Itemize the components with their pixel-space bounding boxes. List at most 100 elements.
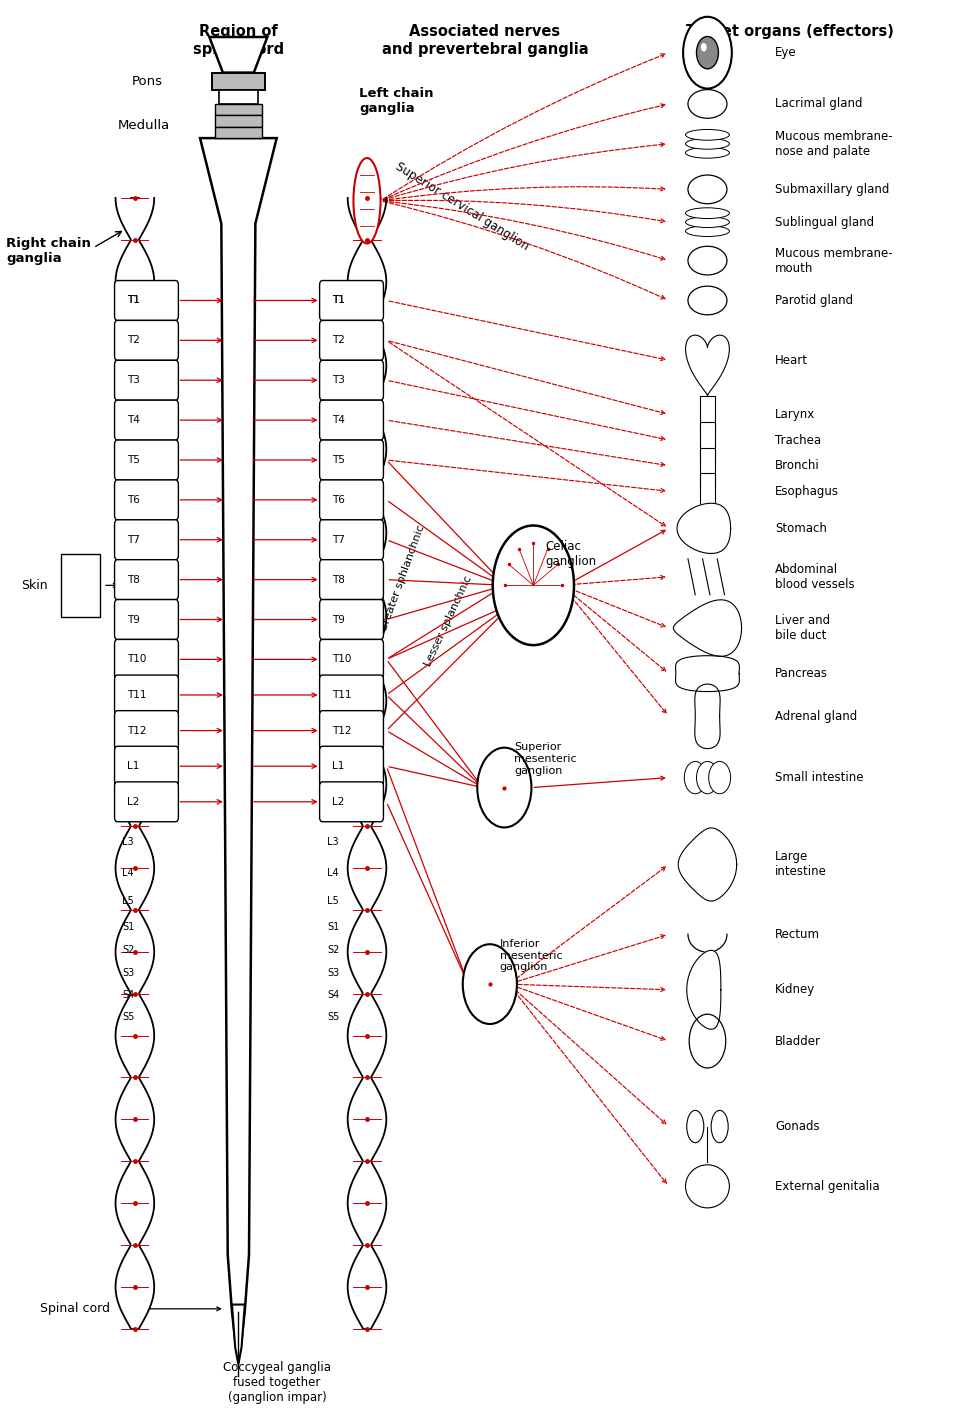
Polygon shape [676,504,730,554]
Text: Coccygeal ganglia
fused together
(ganglion impar): Coccygeal ganglia fused together (gangli… [223,1361,330,1404]
FancyBboxPatch shape [114,400,178,440]
Bar [700,448,714,484]
Text: L1: L1 [331,761,344,771]
Text: Mucous membrane-
nose and palate: Mucous membrane- nose and palate [774,130,891,158]
Text: T8: T8 [331,575,345,585]
Text: T9: T9 [331,615,345,625]
Text: Bronchi: Bronchi [774,459,819,472]
Text: T1: T1 [331,295,345,305]
Text: Left chain
ganglia: Left chain ganglia [359,87,433,116]
Ellipse shape [685,130,729,140]
Polygon shape [211,73,265,90]
Ellipse shape [687,176,726,204]
Text: Liver and
bile duct: Liver and bile duct [774,614,829,642]
Text: Heart: Heart [774,354,807,367]
Text: Submaxillary gland: Submaxillary gland [774,183,889,195]
Ellipse shape [685,147,729,158]
Text: S1: S1 [122,922,135,932]
Text: L1: L1 [127,761,140,771]
Text: S3: S3 [327,968,339,977]
Polygon shape [232,1304,244,1364]
Text: S3: S3 [122,968,135,977]
Ellipse shape [353,158,380,244]
Text: S1: S1 [327,922,339,932]
Text: Superior cervical ganglion: Superior cervical ganglion [392,160,531,253]
Text: S4: S4 [122,990,135,1000]
Text: S5: S5 [327,1012,339,1022]
Text: Large
intestine: Large intestine [774,850,827,879]
Ellipse shape [710,1110,728,1143]
Text: External genitalia: External genitalia [774,1180,879,1193]
Circle shape [477,748,531,828]
Ellipse shape [685,138,729,150]
FancyBboxPatch shape [319,782,383,822]
Text: T3: T3 [127,375,140,385]
FancyBboxPatch shape [319,639,383,679]
Bar [700,422,714,458]
Text: T4: T4 [127,415,140,425]
Polygon shape [215,127,262,138]
Text: T5: T5 [127,455,140,465]
Text: Target organs (effectors): Target organs (effectors) [685,24,892,39]
Polygon shape [215,116,262,127]
Text: T8: T8 [127,575,140,585]
Text: Rectum: Rectum [774,928,820,940]
Text: Greater sphlanchnic: Greater sphlanchnic [379,524,426,634]
Text: L2: L2 [331,796,344,806]
Text: T6: T6 [127,495,140,505]
Text: Stomach: Stomach [774,522,827,535]
Polygon shape [215,104,262,116]
Text: Inferior
mesenteric
ganglion: Inferior mesenteric ganglion [499,939,562,972]
FancyBboxPatch shape [319,321,383,360]
Text: S5: S5 [122,1012,135,1022]
Text: T12: T12 [331,725,352,735]
Text: S4: S4 [327,990,339,1000]
Text: T7: T7 [331,535,345,545]
FancyBboxPatch shape [114,599,178,639]
Polygon shape [209,37,267,73]
Text: Pons: Pons [132,74,163,87]
FancyBboxPatch shape [114,559,178,599]
Text: Eye: Eye [774,46,796,59]
FancyBboxPatch shape [319,281,383,321]
Polygon shape [674,655,738,692]
Ellipse shape [687,247,726,275]
Text: T4: T4 [331,415,345,425]
Text: Gonads: Gonads [774,1120,819,1133]
Text: L4: L4 [122,868,134,878]
Text: Adrenal gland: Adrenal gland [774,709,857,723]
Circle shape [708,762,730,793]
Text: Larynx: Larynx [774,408,815,421]
FancyBboxPatch shape [319,479,383,519]
FancyBboxPatch shape [319,360,383,400]
Text: Esophagus: Esophagus [774,485,838,498]
Ellipse shape [685,225,729,237]
Text: T1: T1 [127,295,140,305]
Text: Parotid gland: Parotid gland [774,294,853,307]
Circle shape [492,525,574,645]
Text: T12: T12 [127,725,146,735]
Circle shape [688,1015,725,1067]
Text: Region of
spinal cord: Region of spinal cord [193,24,284,57]
FancyBboxPatch shape [319,675,383,715]
FancyBboxPatch shape [114,639,178,679]
Circle shape [696,762,718,793]
Text: Associated nerves
and prevertebral ganglia: Associated nerves and prevertebral gangl… [381,24,588,57]
FancyBboxPatch shape [114,360,178,400]
Text: L3: L3 [327,836,338,846]
Circle shape [462,945,516,1025]
Text: T5: T5 [331,455,345,465]
Text: Small intestine: Small intestine [774,771,862,783]
Circle shape [682,17,731,88]
Text: L3: L3 [122,836,134,846]
Polygon shape [219,90,258,104]
Polygon shape [200,138,276,1340]
Bar [700,397,714,432]
Ellipse shape [685,1164,729,1207]
Text: Medulla: Medulla [117,118,170,131]
Text: Lesser splanchnic: Lesser splanchnic [422,574,473,668]
FancyBboxPatch shape [114,479,178,519]
FancyBboxPatch shape [114,782,178,822]
Ellipse shape [686,1110,703,1143]
FancyBboxPatch shape [319,746,383,786]
